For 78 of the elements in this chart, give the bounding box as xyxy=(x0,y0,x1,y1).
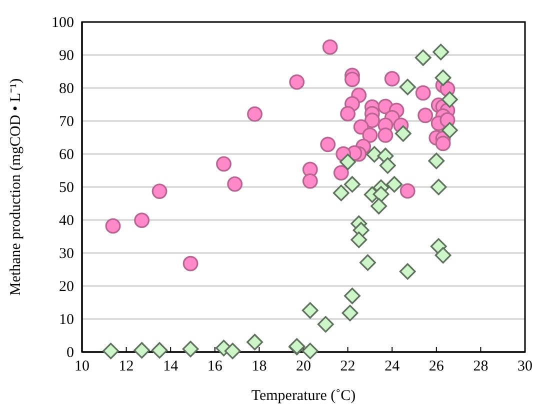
point xyxy=(441,122,458,138)
point xyxy=(430,178,447,196)
point xyxy=(428,152,445,170)
point xyxy=(400,183,416,199)
point xyxy=(432,44,450,60)
point xyxy=(342,304,358,322)
point xyxy=(216,156,232,172)
point xyxy=(344,176,360,193)
point xyxy=(302,173,318,189)
point xyxy=(246,334,263,350)
point xyxy=(333,165,349,181)
point xyxy=(340,106,356,122)
point xyxy=(317,316,334,332)
point xyxy=(288,338,306,355)
point xyxy=(322,39,338,55)
point xyxy=(394,125,412,142)
point xyxy=(379,157,396,174)
point xyxy=(399,78,416,96)
point xyxy=(302,342,318,360)
point xyxy=(332,184,350,202)
x-tick-label: 28 xyxy=(473,358,488,375)
x-tick-label: 10 xyxy=(74,358,90,375)
x-tick-label: 22 xyxy=(340,358,356,375)
point xyxy=(105,218,121,234)
point xyxy=(182,340,199,358)
point xyxy=(434,70,452,86)
y-axis-title: Methane production (mgCOD • L⁻¹) xyxy=(8,78,24,296)
point xyxy=(378,127,394,143)
point xyxy=(386,176,403,193)
y-tick-label: 0 xyxy=(66,344,74,361)
x-tick-label: 24 xyxy=(384,358,400,375)
point xyxy=(362,127,378,143)
point xyxy=(134,212,150,228)
point xyxy=(340,154,356,170)
x-axis-title: Temperature (˚C) xyxy=(251,388,356,404)
point xyxy=(134,342,150,359)
point xyxy=(302,302,318,319)
point xyxy=(182,256,198,272)
x-tick-label: 16 xyxy=(207,358,223,375)
point xyxy=(415,85,431,101)
point xyxy=(224,342,241,360)
x-tick-label: 20 xyxy=(296,358,311,375)
point xyxy=(360,254,376,271)
point xyxy=(364,112,380,128)
y-tick-label: 20 xyxy=(59,278,74,295)
x-tick-label: 26 xyxy=(428,358,444,375)
y-tick-label: 30 xyxy=(59,246,74,262)
x-tick-label: 14 xyxy=(163,358,179,375)
y-tick-label: 80 xyxy=(59,80,74,97)
x-tick-label: 30 xyxy=(518,358,532,375)
point xyxy=(151,342,168,359)
x-tick-label: 18 xyxy=(252,358,267,375)
point xyxy=(344,72,360,88)
point xyxy=(372,186,390,202)
x-tick-label: 12 xyxy=(118,358,134,375)
y-tick-label: 100 xyxy=(52,14,74,31)
point xyxy=(370,198,388,214)
point xyxy=(320,136,336,152)
point xyxy=(435,136,451,152)
point xyxy=(350,232,368,248)
y-tick-label: 60 xyxy=(59,146,74,163)
point xyxy=(434,247,452,264)
point xyxy=(399,263,416,280)
point xyxy=(344,288,360,304)
point xyxy=(384,71,400,86)
y-tick-label: 40 xyxy=(59,212,74,229)
point xyxy=(289,74,305,90)
y-tick-label: 50 xyxy=(59,180,74,196)
y-tick-label: 10 xyxy=(59,312,74,328)
point xyxy=(227,176,243,192)
point xyxy=(441,91,458,108)
point xyxy=(247,106,262,122)
point xyxy=(102,342,120,360)
point xyxy=(418,108,434,124)
point xyxy=(152,184,168,199)
y-tick-label: 70 xyxy=(59,114,74,130)
y-tick-label: 90 xyxy=(59,48,74,64)
point xyxy=(414,49,432,66)
